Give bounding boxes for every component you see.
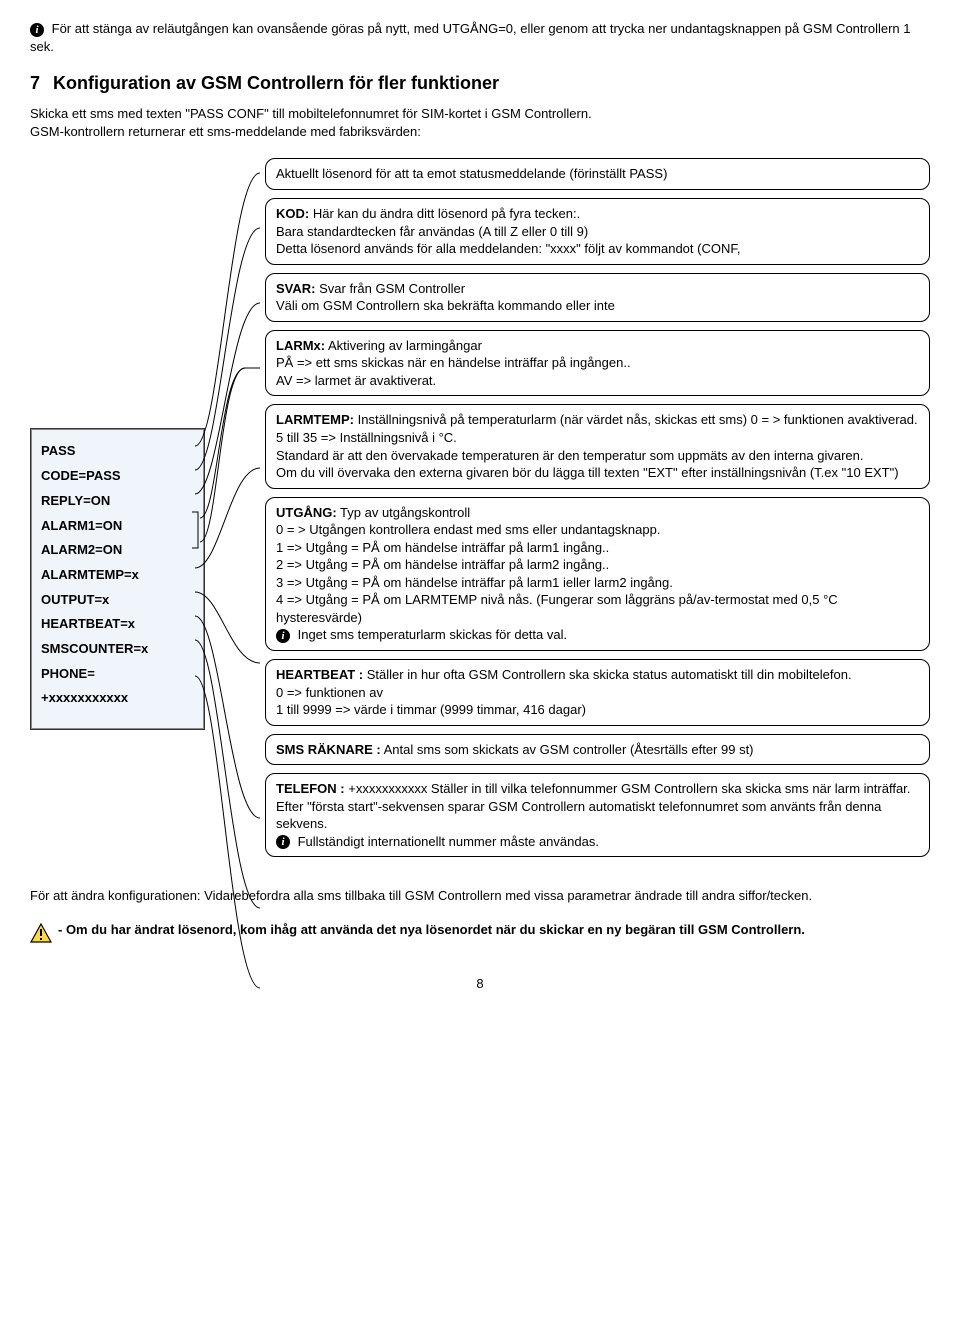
warning-row: - Om du har ändrat lösenord, kom ihåg at… [30, 921, 930, 948]
box-utgang-t4: 2 => Utgång = PÅ om händelse inträffar p… [276, 557, 609, 572]
sms-line-phone-value: +xxxxxxxxxxx [41, 686, 194, 711]
box-larmtemp-heading: LARMTEMP: [276, 412, 354, 427]
sms-line-output: OUTPUT=x [41, 588, 194, 613]
sms-line-heartbeat: HEARTBEAT=x [41, 612, 194, 637]
box-heartbeat: HEARTBEAT : Ställer in hur ofta GSM Cont… [265, 659, 930, 726]
box-utgang-t2: 0 = > Utgången kontrollera endast med sm… [276, 522, 660, 537]
box-kod: KOD: Här kan du ändra ditt lösenord på f… [265, 198, 930, 265]
sms-line-pass: PASS [41, 439, 194, 464]
section-number: 7 [30, 71, 48, 95]
box-password-text: Aktuellt lösenord för att ta emot status… [276, 166, 667, 181]
box-telefon-t2: Efter "första start"-sekvensen sparar GS… [276, 799, 881, 832]
box-telefon-t3: Fullständigt internationellt nummer måst… [294, 834, 599, 849]
box-larmtemp: LARMTEMP: Inställningsnivå på temperatur… [265, 404, 930, 488]
box-larmtemp-t4: Om du vill övervaka den externa givaren … [276, 465, 899, 480]
info-icon: i [276, 835, 290, 849]
box-kod-t1: Här kan du ändra ditt lösenord på fyra t… [309, 206, 580, 221]
box-telefon-heading: TELEFON : [276, 781, 345, 796]
box-svar-t2: Väli om GSM Controllern ska bekräfta kom… [276, 298, 615, 313]
section-intro-line2: GSM-kontrollern returnerar ett sms-medde… [30, 124, 421, 139]
box-utgang-heading: UTGÅNG: [276, 505, 337, 520]
section-intro: Skicka ett sms med texten "PASS CONF" ti… [30, 105, 930, 140]
box-larmx-t2: PÅ => ett sms skickas när en händelse in… [276, 355, 631, 370]
page-number: 8 [30, 975, 930, 993]
sms-line-alarm1: ALARM1=ON [41, 514, 194, 539]
box-larmtemp-t2: 5 till 35 => Inställningsnivå i °C. [276, 430, 457, 445]
box-telefon-t1: +xxxxxxxxxxx Ställer in till vilka telef… [345, 781, 911, 796]
box-smscounter-t1: Antal sms som skickats av GSM controller… [381, 742, 754, 757]
sms-line-alarmtemp: ALARMTEMP=x [41, 563, 194, 588]
footer-block: För att ändra konfigurationen: Vidarebef… [30, 887, 930, 947]
warning-text: - Om du har ändrat lösenord, kom ihåg at… [58, 921, 805, 939]
sms-line-alarm2: ALARM2=ON [41, 538, 194, 563]
sms-line-smscounter: SMSCOUNTER=x [41, 637, 194, 662]
intro-text: För att stänga av reläutgången kan ovans… [30, 21, 910, 54]
box-heartbeat-t3: 1 till 9999 => värde i timmar (9999 timm… [276, 702, 586, 717]
box-svar: SVAR: Svar från GSM Controller Väli om G… [265, 273, 930, 322]
box-larmtemp-t3: Standard är att den övervakade temperatu… [276, 448, 864, 463]
box-password: Aktuellt lösenord för att ta emot status… [265, 158, 930, 190]
box-kod-heading: KOD: [276, 206, 309, 221]
sms-response-box: PASS CODE=PASS REPLY=ON ALARM1=ON ALARM2… [30, 428, 205, 730]
box-kod-t3: Detta lösenord används för alla meddelan… [276, 241, 740, 256]
section-title-text: Konfiguration av GSM Controllern för fle… [53, 73, 499, 93]
box-larmx-heading: LARMx: [276, 338, 325, 353]
box-smscounter: SMS RÄKNARE : Antal sms som skickats av … [265, 734, 930, 766]
box-svar-heading: SVAR: [276, 281, 315, 296]
sms-line-reply: REPLY=ON [41, 489, 194, 514]
box-utgang-t6: 4 => Utgång = PÅ om LARMTEMP nivå nås. (… [276, 592, 838, 625]
box-larmx: LARMx: Aktivering av larmingångar PÅ => … [265, 330, 930, 397]
warning-icon [30, 923, 52, 948]
box-utgang-t5: 3 => Utgång = PÅ om händelse inträffar p… [276, 575, 673, 590]
box-svar-t1: Svar från GSM Controller [315, 281, 465, 296]
footer-p1: För att ändra konfigurationen: Vidarebef… [30, 887, 930, 905]
box-smscounter-heading: SMS RÄKNARE : [276, 742, 381, 757]
box-kod-t2: Bara standardtecken får användas (A till… [276, 224, 588, 239]
section-intro-line1: Skicka ett sms med texten "PASS CONF" ti… [30, 106, 592, 121]
box-heartbeat-t1: Ställer in hur ofta GSM Controllern ska … [363, 667, 851, 682]
info-icon: i [30, 23, 44, 37]
box-larmtemp-t1: Inställningsnivå på temperaturlarm (när … [354, 412, 918, 427]
box-larmx-t3: AV => larmet är avaktiverat. [276, 373, 436, 388]
sms-response-column: PASS CODE=PASS REPLY=ON ALARM1=ON ALARM2… [30, 158, 205, 865]
box-utgang-t3: 1 => Utgång = PÅ om händelse inträffar p… [276, 540, 609, 555]
explanation-column: Aktuellt lösenord för att ta emot status… [265, 158, 930, 865]
sms-line-phone-label: PHONE= [41, 662, 194, 687]
box-utgang: UTGÅNG: Typ av utgångskontroll 0 = > Utg… [265, 497, 930, 651]
info-icon: i [276, 629, 290, 643]
diagram-area: PASS CODE=PASS REPLY=ON ALARM1=ON ALARM2… [30, 158, 930, 865]
box-telefon: TELEFON : +xxxxxxxxxxx Ställer in till v… [265, 773, 930, 857]
section-heading: 7 Konfiguration av GSM Controllern för f… [30, 71, 930, 95]
box-heartbeat-t2: 0 => funktionen av [276, 685, 383, 700]
box-utgang-t7: Inget sms temperaturlarm skickas för det… [294, 627, 567, 642]
box-heartbeat-heading: HEARTBEAT : [276, 667, 363, 682]
box-larmx-t1: Aktivering av larmingångar [325, 338, 482, 353]
intro-paragraph: i För att stänga av reläutgången kan ova… [30, 20, 930, 55]
sms-line-code: CODE=PASS [41, 464, 194, 489]
box-utgang-t1: Typ av utgångskontroll [337, 505, 470, 520]
